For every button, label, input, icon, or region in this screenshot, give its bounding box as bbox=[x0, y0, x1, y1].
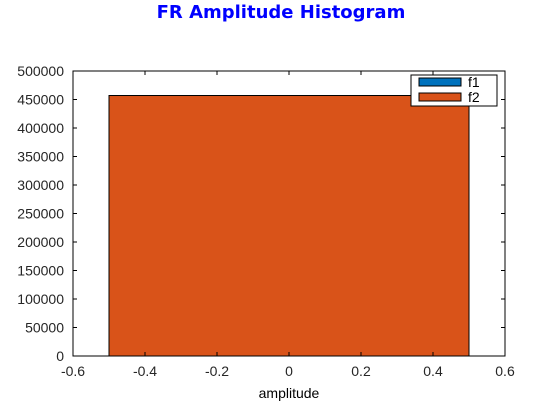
y-tick-label: 150000 bbox=[17, 263, 64, 279]
x-tick-label: -0.2 bbox=[205, 363, 229, 379]
bar-f2-0 bbox=[108, 95, 470, 357]
legend-swatch-f2 bbox=[418, 92, 462, 102]
y-tick-label: 350000 bbox=[17, 149, 64, 165]
legend-label-f2: f2 bbox=[468, 89, 480, 105]
y-tick-label: 250000 bbox=[17, 206, 64, 222]
legend-swatch-f1 bbox=[418, 77, 462, 87]
x-tick-label: 0 bbox=[285, 363, 293, 379]
x-tick-label: 0.4 bbox=[423, 363, 443, 379]
x-tick-label: 0.2 bbox=[351, 363, 371, 379]
x-tick-label: -0.4 bbox=[133, 363, 157, 379]
y-tick-label: 50000 bbox=[25, 320, 64, 336]
y-tick-label: 500000 bbox=[17, 63, 64, 79]
legend-label-f1: f1 bbox=[468, 74, 480, 90]
chart-title: FR Amplitude Histogram bbox=[157, 2, 406, 23]
y-tick-label: 400000 bbox=[17, 120, 64, 136]
x-tick-label: 0.6 bbox=[495, 363, 515, 379]
y-tick-label: 300000 bbox=[17, 177, 64, 193]
y-tick-label: 200000 bbox=[17, 234, 64, 250]
ticks-layer: -0.6 -0.4 -0.2 0 0.2 0.4 0.6 0 50000 100000 150000… bbox=[17, 63, 515, 379]
bars-layer bbox=[108, 95, 470, 357]
x-tick-label: -0.6 bbox=[61, 363, 85, 379]
y-tick-label: 100000 bbox=[17, 291, 64, 307]
y-tick-label: 450000 bbox=[17, 92, 64, 108]
y-tick-label: 0 bbox=[56, 348, 64, 364]
x-axis-label: amplitude bbox=[259, 385, 320, 401]
